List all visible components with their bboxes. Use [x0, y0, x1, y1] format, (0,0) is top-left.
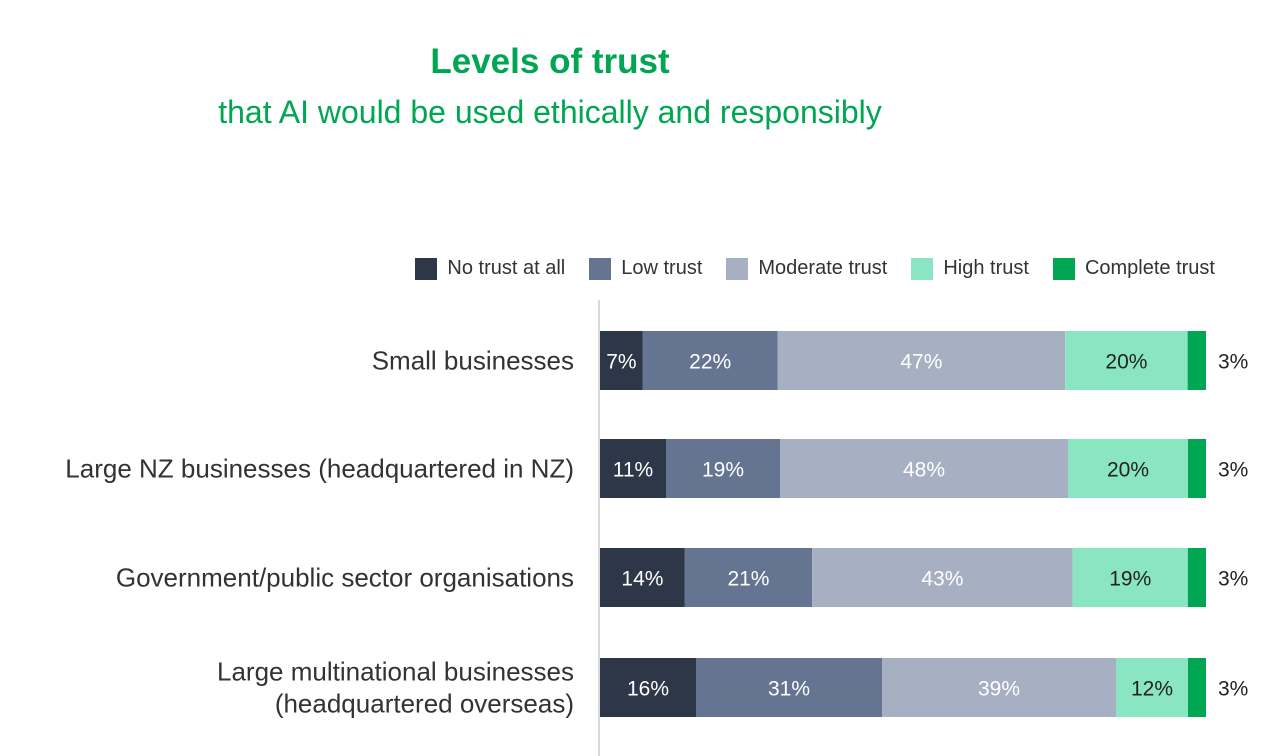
data-label: 3% [1218, 678, 1248, 701]
data-label: 3% [1218, 459, 1248, 482]
bar-segment [1187, 548, 1206, 607]
data-label: 39% [978, 678, 1020, 701]
bar-segment [684, 548, 813, 607]
legend-swatch [1052, 257, 1075, 280]
legend-label: Complete trust [1084, 257, 1215, 279]
category-label-line: Government/public sector organisations [116, 563, 574, 593]
legend-item: No trust at all [415, 257, 565, 280]
data-label: 7% [606, 351, 636, 374]
data-label: 20% [1107, 459, 1149, 482]
category-label-line: Small businesses [372, 346, 574, 376]
legend-item: High trust [911, 257, 1029, 280]
bar-segment [812, 548, 1073, 607]
data-label: 11% [613, 459, 653, 482]
data-label: 22% [689, 351, 731, 374]
legend-label: Moderate trust [758, 257, 888, 279]
bar-segment [600, 658, 696, 717]
bar-segment [642, 331, 778, 390]
category-label-line: Large NZ businesses (headquartered in NZ… [65, 454, 574, 484]
legend-swatch [726, 257, 749, 280]
bar-segment [1116, 658, 1188, 717]
category-label-line: Large multinational businesses [217, 657, 574, 687]
data-label: 47% [900, 351, 942, 374]
data-label: 21% [727, 568, 769, 591]
data-label: 3% [1218, 568, 1248, 591]
legend-label: High trust [943, 257, 1029, 279]
bar-segment [1065, 331, 1188, 390]
data-label: 3% [1218, 351, 1248, 374]
legend-swatch [589, 257, 612, 280]
legend-swatch [911, 257, 934, 280]
bar-segment [600, 548, 685, 607]
bar-segment [600, 439, 666, 498]
bar-segment [1068, 439, 1188, 498]
bar-segment [1187, 331, 1206, 390]
category-label: Small businesses [372, 346, 574, 376]
legend-swatch [415, 257, 438, 280]
bar-segment [777, 331, 1066, 390]
legend-item: Complete trust [1052, 257, 1215, 280]
bar-segment [780, 439, 1068, 498]
data-label: 20% [1105, 351, 1147, 374]
data-label: 16% [627, 678, 669, 701]
bar-segment [1188, 658, 1206, 717]
bar-segment [600, 331, 643, 390]
legend-label: Low trust [621, 257, 703, 279]
legend-item: Low trust [589, 257, 702, 280]
data-label: 14% [621, 568, 663, 591]
bar-segment [1188, 439, 1206, 498]
category-label: Government/public sector organisations [116, 563, 574, 593]
bar-segment [666, 439, 780, 498]
bar-segment [1072, 548, 1188, 607]
data-label: 48% [903, 459, 945, 482]
category-label-line: (headquartered overseas) [275, 689, 574, 719]
bar-segment [882, 658, 1116, 717]
data-label: 43% [921, 568, 963, 591]
legend: No trust at all Low trust Moderate trust Hi… [391, 257, 1215, 280]
data-label: 19% [702, 459, 744, 482]
data-label: 19% [1109, 568, 1151, 591]
category-label: Large NZ businesses (headquartered in NZ… [65, 454, 574, 484]
bar-segment [696, 658, 882, 717]
legend-label: No trust at all [447, 257, 566, 279]
legend-item: Moderate trust [726, 257, 887, 280]
category-label: Large multinational businesses (headquart… [217, 657, 574, 719]
data-label: 31% [768, 678, 810, 701]
data-label: 12% [1131, 678, 1173, 701]
chart-title: Levels of trust [430, 42, 670, 81]
chart-subtitle: that AI would be used ethically and resp… [218, 94, 882, 130]
